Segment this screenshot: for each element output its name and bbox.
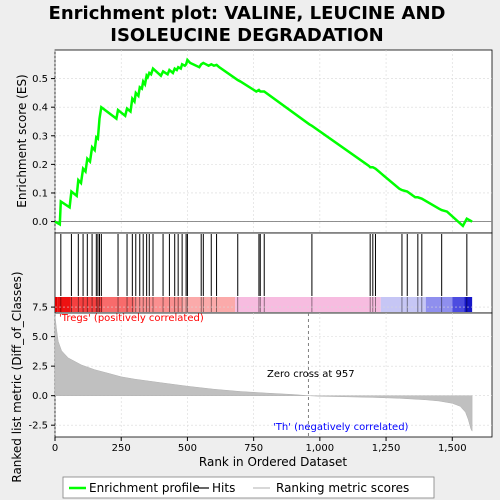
zero-cross-label: Zero cross at 957 bbox=[267, 369, 355, 380]
es-y-tick-label: 0.5 bbox=[32, 74, 48, 85]
enrichment-profile-line bbox=[54, 57, 473, 228]
metric-y-tick-label: 7.5 bbox=[32, 303, 48, 314]
colorbar-segment bbox=[102, 297, 135, 312]
es-y-tick-label: 0.4 bbox=[32, 103, 48, 114]
metric-y-tick-label: 2.5 bbox=[32, 362, 48, 373]
es-y-tick-label: 0.3 bbox=[32, 131, 48, 142]
enrichment-score-panel: 0.0 0.1 0.2 0.3 0.4 0.5 Enrichment score (ES) bbox=[15, 49, 493, 234]
positive-correlation-label: 'Tregs' (positively correlated) bbox=[59, 313, 204, 324]
x-tick-label: 750 bbox=[244, 443, 263, 454]
legend-box bbox=[62, 476, 435, 499]
metric-y-axis-label: Ranked list metric (Diff_of_Classes) bbox=[10, 271, 24, 482]
colorbar-segment bbox=[380, 297, 426, 312]
x-axis-label: Rank in Ordered Dataset bbox=[199, 455, 347, 469]
metric-y-ticks: -2.5 0.0 2.5 5.0 7.5 bbox=[28, 303, 55, 432]
es-y-axis-label: Enrichment score (ES) bbox=[15, 74, 29, 207]
x-tick-label: 500 bbox=[178, 443, 197, 454]
metric-plot-area bbox=[54, 312, 493, 438]
x-tick-label: 250 bbox=[112, 443, 131, 454]
metric-y-tick-label: 0.0 bbox=[32, 391, 48, 402]
ranking-metric-area bbox=[54, 315, 473, 432]
rank-colorbar bbox=[55, 297, 473, 312]
legend: Enrichment profile Hits Ranking metric s… bbox=[62, 476, 435, 499]
es-plot-area bbox=[54, 49, 493, 234]
es-y-tick-label: 0.0 bbox=[32, 217, 48, 228]
colorbar-segment bbox=[57, 297, 71, 312]
es-grid bbox=[54, 50, 492, 233]
chart-title-line-1: Enrichment plot: VALINE, LEUCINE AND bbox=[49, 3, 446, 24]
metric-y-tick-label: 5.0 bbox=[32, 332, 48, 343]
x-tick-label: 1,250 bbox=[372, 443, 401, 454]
es-y-tick-label: 0.2 bbox=[32, 160, 48, 171]
colorbar-segment bbox=[55, 297, 58, 312]
hits-marks bbox=[60, 234, 468, 296]
colorbar-segment bbox=[182, 297, 236, 312]
colorbar-segment bbox=[452, 297, 465, 312]
hits-panel bbox=[54, 232, 493, 314]
legend-hits-label: Hits bbox=[212, 481, 235, 495]
legend-enrichment-label: Enrichment profile bbox=[89, 481, 200, 495]
x-tick-label: 1,500 bbox=[438, 443, 467, 454]
x-tick-label: 0 bbox=[52, 443, 58, 454]
es-y-ticks: 0.0 0.1 0.2 0.3 0.4 0.5 bbox=[32, 74, 55, 228]
colorbar-segment bbox=[425, 297, 453, 312]
chart-title-line-2: ISOLEUCINE DEGRADATION bbox=[110, 25, 384, 46]
legend-metric-label: Ranking metric scores bbox=[276, 481, 409, 495]
metric-y-tick-label: -2.5 bbox=[28, 421, 48, 432]
es-y-tick-label: 0.1 bbox=[32, 188, 48, 199]
metric-x-ticks: 0 250 500 750 1,000 1,250 1,500 bbox=[52, 437, 467, 454]
colorbar-segment bbox=[464, 297, 473, 312]
ranked-metric-panel: -2.5 0.0 2.5 5.0 7.5 0 250 500 750 1,000 1,250 1,5… bbox=[10, 271, 493, 483]
x-tick-label: 1,000 bbox=[306, 443, 335, 454]
colorbar-segment bbox=[235, 297, 381, 312]
colorbar-segment bbox=[70, 297, 103, 312]
negative-correlation-label: 'Th' (negatively correlated) bbox=[273, 422, 409, 433]
